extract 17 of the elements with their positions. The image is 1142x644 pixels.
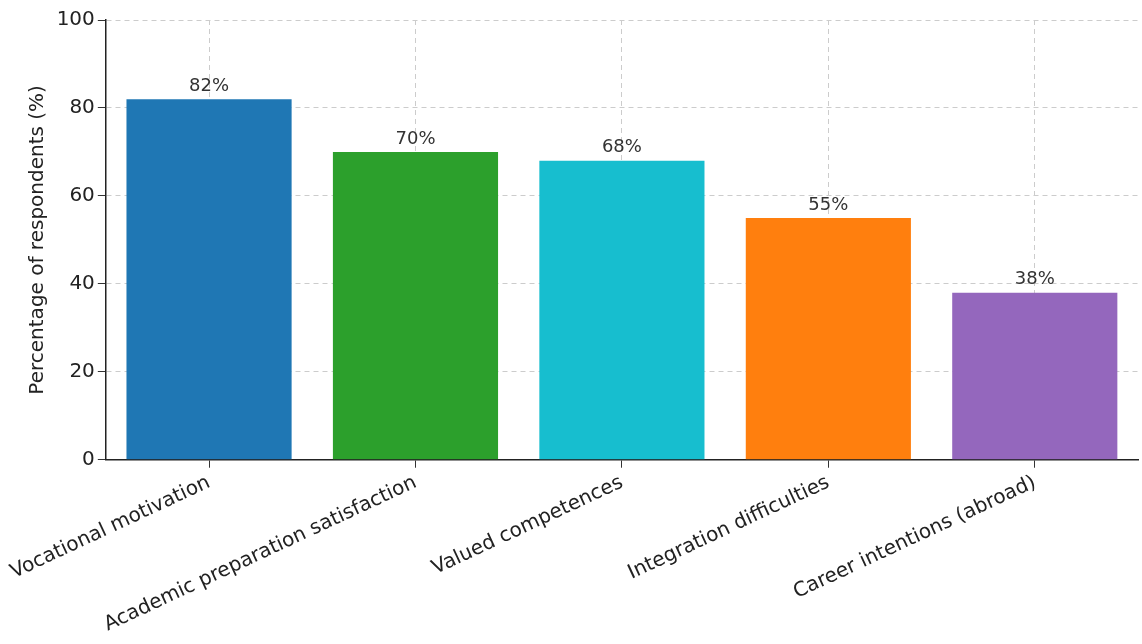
y-tick-label: 0	[82, 445, 95, 470]
bar	[126, 99, 292, 460]
y-tick-label: 20	[69, 357, 95, 382]
bar	[539, 160, 705, 460]
bar	[332, 151, 499, 460]
y-tick-label: 40	[69, 270, 95, 295]
y-tick-label: 100	[56, 6, 95, 31]
y-axis-title: Percentage of respondents (%)	[23, 85, 48, 395]
bar	[745, 217, 911, 460]
y-tick-label: 80	[69, 94, 95, 119]
data-label: 55%	[808, 192, 849, 214]
data-label: 38%	[1014, 267, 1055, 289]
data-label: 70%	[395, 126, 436, 148]
bar	[952, 292, 1118, 460]
y-tick-label: 60	[69, 182, 95, 207]
data-label: 82%	[189, 73, 230, 95]
data-label: 68%	[601, 135, 642, 157]
